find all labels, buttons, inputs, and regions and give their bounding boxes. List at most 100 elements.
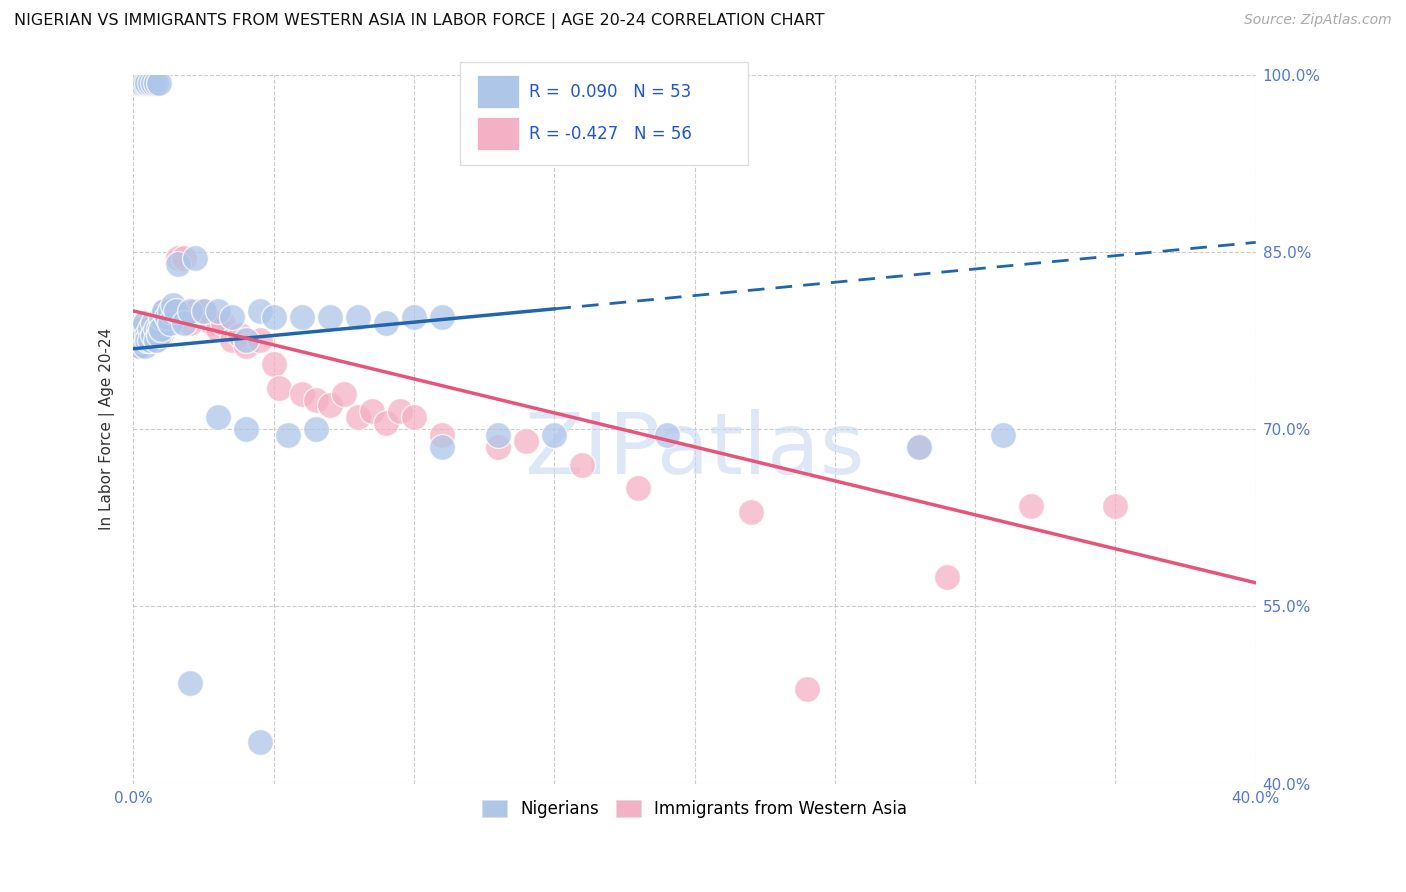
Point	[430, 440, 453, 454]
Point	[249, 334, 271, 348]
Point	[249, 735, 271, 749]
Point	[142, 327, 165, 342]
Point	[148, 76, 170, 90]
Point	[131, 334, 153, 348]
Point	[486, 428, 509, 442]
Point	[347, 410, 370, 425]
Point	[430, 428, 453, 442]
Point	[179, 316, 201, 330]
Point	[184, 251, 207, 265]
Point	[139, 76, 162, 90]
Point	[131, 321, 153, 335]
Point	[486, 440, 509, 454]
Point	[167, 251, 190, 265]
Point	[134, 76, 156, 90]
Point	[179, 304, 201, 318]
Point	[201, 316, 224, 330]
Point	[193, 304, 215, 318]
Point	[128, 76, 150, 90]
Point	[131, 334, 153, 348]
Point	[156, 310, 179, 324]
Point	[136, 327, 159, 342]
Point	[131, 76, 153, 90]
Point	[184, 304, 207, 318]
Text: R =  0.090   N = 53: R = 0.090 N = 53	[529, 83, 690, 101]
Point	[128, 339, 150, 353]
Point	[142, 316, 165, 330]
Point	[159, 304, 181, 318]
Point	[150, 310, 173, 324]
Point	[142, 327, 165, 342]
Point	[139, 321, 162, 335]
Point	[148, 327, 170, 342]
Point	[145, 334, 167, 348]
Point	[156, 310, 179, 324]
Point	[128, 339, 150, 353]
Point	[402, 310, 425, 324]
Point	[212, 316, 235, 330]
Point	[148, 321, 170, 335]
Point	[131, 321, 153, 335]
Point	[125, 334, 148, 348]
Point	[388, 404, 411, 418]
Point	[134, 316, 156, 330]
Point	[134, 339, 156, 353]
Point	[145, 321, 167, 335]
Point	[402, 410, 425, 425]
Point	[277, 428, 299, 442]
Point	[627, 481, 650, 495]
Point	[908, 440, 931, 454]
Point	[291, 310, 314, 324]
Point	[162, 310, 184, 324]
Y-axis label: In Labor Force | Age 20-24: In Labor Force | Age 20-24	[100, 328, 115, 530]
Text: R = -0.427   N = 56: R = -0.427 N = 56	[529, 125, 692, 143]
Point	[128, 327, 150, 342]
Point	[908, 440, 931, 454]
Text: NIGERIAN VS IMMIGRANTS FROM WESTERN ASIA IN LABOR FORCE | AGE 20-24 CORRELATION : NIGERIAN VS IMMIGRANTS FROM WESTERN ASIA…	[14, 13, 824, 29]
Point	[136, 321, 159, 335]
Point	[207, 410, 229, 425]
Legend: Nigerians, Immigrants from Western Asia: Nigerians, Immigrants from Western Asia	[475, 794, 914, 825]
Point	[125, 334, 148, 348]
Point	[235, 339, 257, 353]
Point	[136, 76, 159, 90]
Point	[193, 304, 215, 318]
Point	[796, 682, 818, 697]
Point	[430, 310, 453, 324]
Point	[221, 334, 243, 348]
Point	[305, 392, 328, 407]
Text: Source: ZipAtlas.com: Source: ZipAtlas.com	[1244, 13, 1392, 28]
Point	[145, 76, 167, 90]
Point	[207, 321, 229, 335]
Point	[139, 334, 162, 348]
Point	[319, 310, 342, 324]
Point	[136, 334, 159, 348]
Point	[131, 76, 153, 90]
Point	[134, 327, 156, 342]
Point	[543, 428, 565, 442]
Point	[128, 327, 150, 342]
Point	[142, 316, 165, 330]
Point	[159, 316, 181, 330]
Point	[167, 257, 190, 271]
Point	[374, 416, 396, 430]
Point	[134, 316, 156, 330]
Point	[165, 304, 187, 318]
Point	[993, 428, 1015, 442]
Point	[515, 434, 537, 448]
Point	[128, 76, 150, 90]
Point	[153, 304, 176, 318]
Point	[263, 357, 285, 371]
Point	[207, 304, 229, 318]
Point	[139, 321, 162, 335]
Point	[145, 334, 167, 348]
Point	[165, 304, 187, 318]
Point	[333, 386, 356, 401]
Point	[347, 310, 370, 324]
Point	[148, 321, 170, 335]
Point	[136, 334, 159, 348]
Point	[374, 316, 396, 330]
Point	[173, 316, 195, 330]
Point	[179, 676, 201, 690]
Point	[291, 386, 314, 401]
